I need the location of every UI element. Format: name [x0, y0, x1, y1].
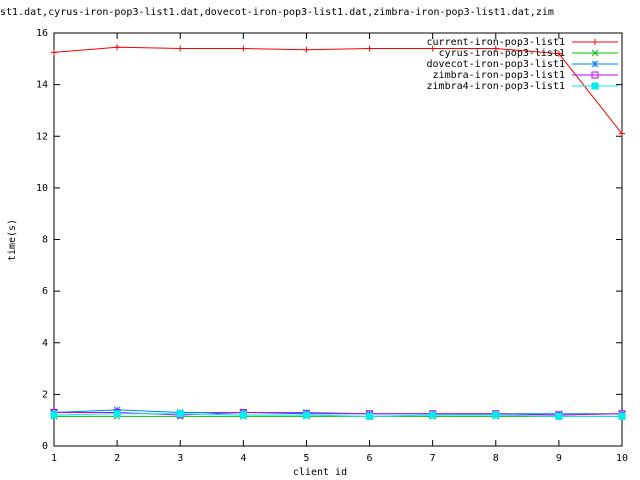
- x-tick-label: 4: [240, 453, 246, 464]
- data-point: [492, 45, 499, 52]
- y-tick-label: 6: [42, 286, 48, 297]
- x-tick-label: 5: [303, 453, 309, 464]
- legend-marker: [591, 60, 599, 68]
- y-tick-label: 8: [42, 235, 48, 246]
- data-point: [240, 45, 247, 52]
- data-point: [492, 411, 500, 419]
- x-tick-label: 6: [367, 453, 373, 464]
- data-point: [618, 412, 626, 420]
- series-line: [53, 409, 622, 415]
- legend-label: cyrus-iron-pop3-list1: [439, 48, 565, 59]
- y-tick-label: 12: [36, 131, 48, 142]
- legend-label: dovecot-iron-pop3-list1: [427, 59, 565, 70]
- legend-marker: [592, 39, 598, 45]
- x-axis-label: client id: [293, 467, 347, 478]
- x-tick-label: 10: [616, 453, 628, 464]
- data-point: [51, 49, 57, 56]
- legend-marker: [591, 71, 599, 79]
- legend-marker: [591, 82, 599, 90]
- x-tick-label: 7: [430, 453, 436, 464]
- data-point: [303, 46, 310, 53]
- data-point: [429, 45, 436, 52]
- data-point: [366, 412, 374, 420]
- x-tick-label: 1: [51, 453, 57, 464]
- legend-marker: [591, 49, 599, 57]
- data-point: [429, 411, 437, 419]
- x-tick-label: 2: [114, 453, 120, 464]
- data-point: [366, 45, 373, 52]
- data-point: [555, 50, 562, 57]
- data-point: [114, 44, 121, 51]
- y-tick-label: 2: [42, 389, 48, 400]
- x-tick-label: 9: [556, 453, 562, 464]
- y-axis-label: time(s): [7, 219, 18, 261]
- x-tick-label: 3: [177, 453, 183, 464]
- x-tick-label: 8: [493, 453, 499, 464]
- y-tick-label: 14: [36, 80, 48, 91]
- data-point: [177, 45, 184, 52]
- data-point: [239, 411, 247, 419]
- chart-title: st1.dat,cyrus-iron-pop3-list1.dat,doveco…: [0, 7, 554, 18]
- data-point: [113, 410, 121, 418]
- legend-label: current-iron-pop3-list1: [427, 37, 565, 48]
- y-tick-label: 16: [36, 28, 48, 39]
- series-line: [53, 46, 623, 134]
- y-tick-label: 0: [42, 441, 48, 452]
- data-point: [619, 130, 625, 137]
- data-point: [50, 411, 58, 419]
- y-tick-label: 10: [36, 183, 48, 194]
- data-point: [302, 411, 310, 419]
- data-point: [555, 412, 563, 420]
- legend-label: zimbra-iron-pop3-list1: [433, 70, 565, 81]
- y-tick-label: 4: [42, 338, 48, 349]
- legend-label: zimbra4-iron-pop3-list1: [427, 81, 565, 92]
- series-line: [53, 413, 622, 417]
- data-point: [176, 410, 184, 418]
